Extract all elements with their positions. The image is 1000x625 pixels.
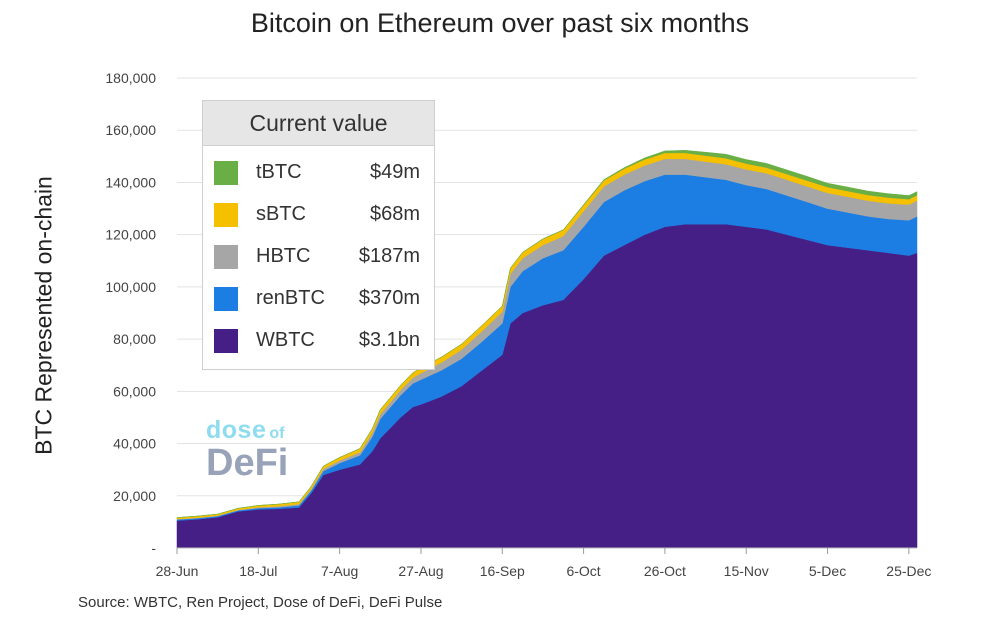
logo-of-text: of [269, 425, 285, 442]
legend-swatch-tbtc [214, 161, 238, 185]
legend-swatch-sbtc [214, 203, 238, 227]
legend-name-renbtc: renBTC [256, 287, 325, 309]
x-tick-label: 28-Jun [156, 563, 199, 579]
legend-entry-renbtc: renBTC $370m [203, 279, 436, 319]
y-tick-label: 40,000 [113, 436, 156, 452]
y-tick-label: 20,000 [113, 488, 156, 504]
x-tick-label: 7-Aug [321, 563, 358, 579]
y-tick-label: 120,000 [105, 227, 156, 243]
legend-value-renbtc: $370m [358, 287, 420, 309]
x-tick-label: 16-Sep [480, 563, 525, 579]
legend-swatch-hbtc [214, 245, 238, 269]
x-tick-label: 27-Aug [398, 563, 443, 579]
legend-value-hbtc: $187m [358, 245, 420, 267]
legend-value-tbtc: $49m [369, 161, 420, 183]
x-tick-label: 6-Oct [566, 563, 600, 579]
dose-of-defi-logo: dose of DeFi [206, 416, 288, 484]
y-tick-label: 180,000 [105, 70, 156, 86]
logo-defi-text: DeFi [206, 442, 289, 484]
chart-title: Bitcoin on Ethereum over past six months [250, 8, 750, 38]
axes: - 20,000 40,000 60,000 80,000 100,000 120,000 1… [105, 70, 931, 579]
legend-entry-wbtc: WBTC $3.1bn [203, 321, 436, 361]
legend-name-hbtc: HBTC [256, 245, 311, 267]
x-tick-label: 25-Dec [886, 563, 931, 579]
y-tick-label: 80,000 [113, 331, 156, 347]
legend-entry-tbtc: tBTC $49m [203, 153, 436, 193]
y-tick-label: 100,000 [105, 279, 156, 295]
legend-name-sbtc: sBTC [256, 203, 306, 225]
legend: Current value tBTC $49m sBTC $68m HBTC $… [202, 100, 435, 370]
x-tick-label: 26-Oct [644, 563, 686, 579]
legend-value-wbtc: $3.1bn [358, 329, 420, 351]
y-tick-label: - [151, 540, 156, 556]
y-tick-label: 140,000 [105, 174, 156, 190]
area-tbtc [176, 150, 918, 518]
legend-entry-hbtc: HBTC $187m [203, 237, 436, 277]
x-tick-label: 15-Nov [724, 563, 769, 579]
source-note: Source: WBTC, Ren Project, Dose of DeFi,… [78, 594, 443, 611]
x-tick-label: 5-Dec [809, 563, 846, 579]
legend-swatch-wbtc [214, 329, 238, 353]
y-tick-label: 160,000 [105, 122, 156, 138]
x-tick-label: 18-Jul [239, 563, 277, 579]
logo-dose-text: dose [206, 416, 267, 444]
y-tick-label: 60,000 [113, 383, 156, 399]
legend-entry-sbtc: sBTC $68m [203, 195, 436, 235]
legend-name-tbtc: tBTC [256, 161, 302, 183]
legend-name-wbtc: WBTC [256, 329, 315, 351]
legend-swatch-renbtc [214, 287, 238, 311]
legend-value-sbtc: $68m [369, 203, 420, 225]
legend-title: Current value [203, 101, 434, 146]
